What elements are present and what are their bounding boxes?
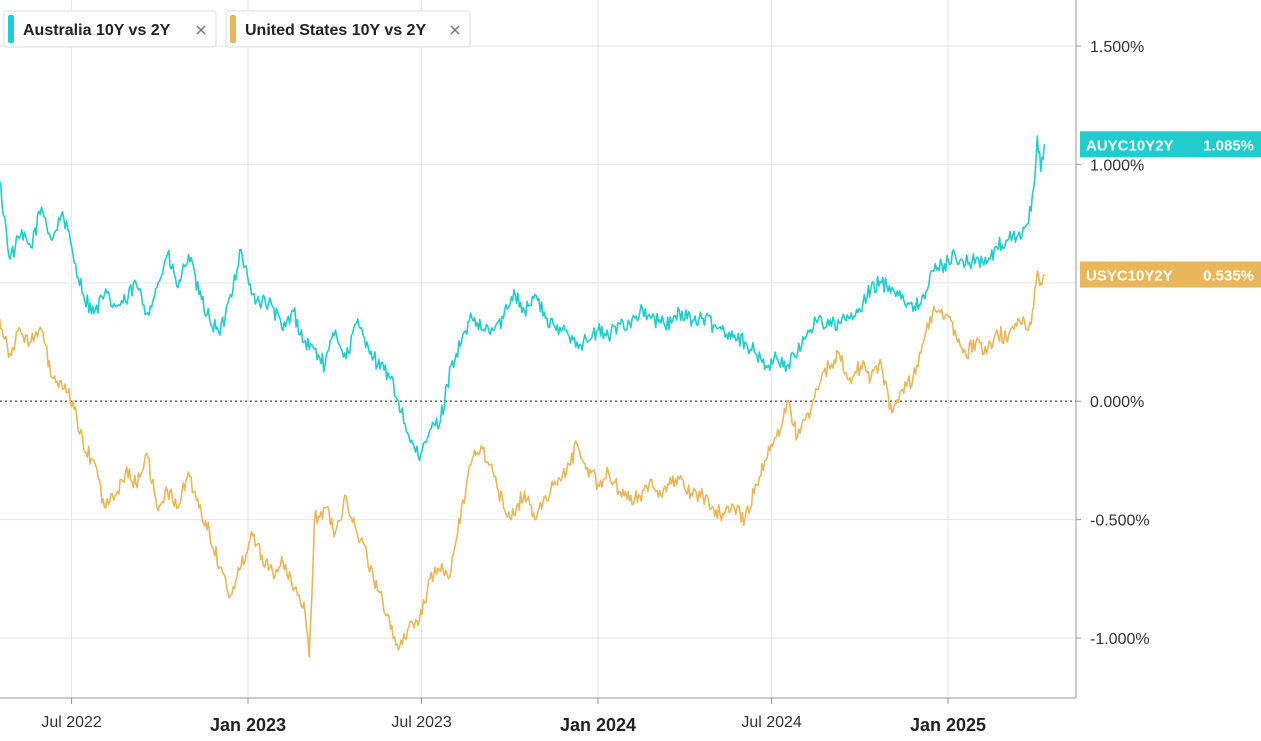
end-label-auyc10y2y: AUYC10Y2Y 1.085%: [1080, 131, 1261, 158]
series-line-usyc10y2y: [0, 270, 1046, 658]
legend-swatch: [230, 15, 236, 43]
axes-layer: 1.500% 1.000% 0.000% -0.500% -1.000% Jul 2022…: [0, 0, 1150, 735]
x-tick-label: Jan 2024: [560, 715, 636, 735]
y-tick-label: -0.500%: [1090, 513, 1150, 530]
y-tick-label: 0.000%: [1090, 394, 1144, 411]
legend-item-auyc10y2y[interactable]: Australia 10Y vs 2Y: [3, 10, 217, 48]
end-label-ticker: USYC10Y2Y: [1086, 268, 1173, 285]
x-tick-label: Jan 2023: [210, 715, 286, 735]
series-line-auyc10y2y: [0, 135, 1046, 462]
y-tick-label: 1.500%: [1090, 39, 1144, 56]
y-tick-label: -1.000%: [1090, 631, 1150, 648]
x-tick-label: Jul 2022: [41, 714, 102, 731]
close-icon-stroke: [196, 25, 206, 35]
legend-label: United States 10Y vs 2Y: [245, 22, 426, 39]
end-label-background: [1080, 131, 1261, 158]
legend-layer: Australia 10Y vs 2Y United States 10Y vs …: [3, 10, 471, 48]
end-label-usyc10y2y: USYC10Y2Y 0.535%: [1080, 261, 1261, 288]
series-layer: [0, 135, 1046, 658]
legend-chip[interactable]: [225, 10, 471, 48]
close-icon[interactable]: [450, 25, 460, 35]
x-tick-label: Jan 2025: [910, 715, 986, 735]
end-labels-layer: AUYC10Y2Y 1.085% USYC10Y2Y 0.535%: [1080, 131, 1261, 288]
x-tick-label: Jul 2024: [741, 714, 802, 731]
x-tick-label: Jul 2023: [391, 714, 452, 731]
end-label-value: 1.085%: [1203, 137, 1254, 154]
end-label-ticker: AUYC10Y2Y: [1086, 137, 1174, 154]
legend-chip[interactable]: [3, 10, 217, 48]
y-tick-label: 1.000%: [1090, 157, 1144, 174]
legend-label: Australia 10Y vs 2Y: [23, 22, 171, 39]
legend-item-usyc10y2y[interactable]: United States 10Y vs 2Y: [225, 10, 471, 48]
grid-layer: [0, 0, 1076, 698]
close-icon[interactable]: [196, 25, 206, 35]
end-label-background: [1080, 261, 1261, 288]
end-label-value: 0.535%: [1203, 268, 1254, 285]
legend-swatch: [8, 15, 14, 43]
close-icon-stroke: [450, 25, 460, 35]
